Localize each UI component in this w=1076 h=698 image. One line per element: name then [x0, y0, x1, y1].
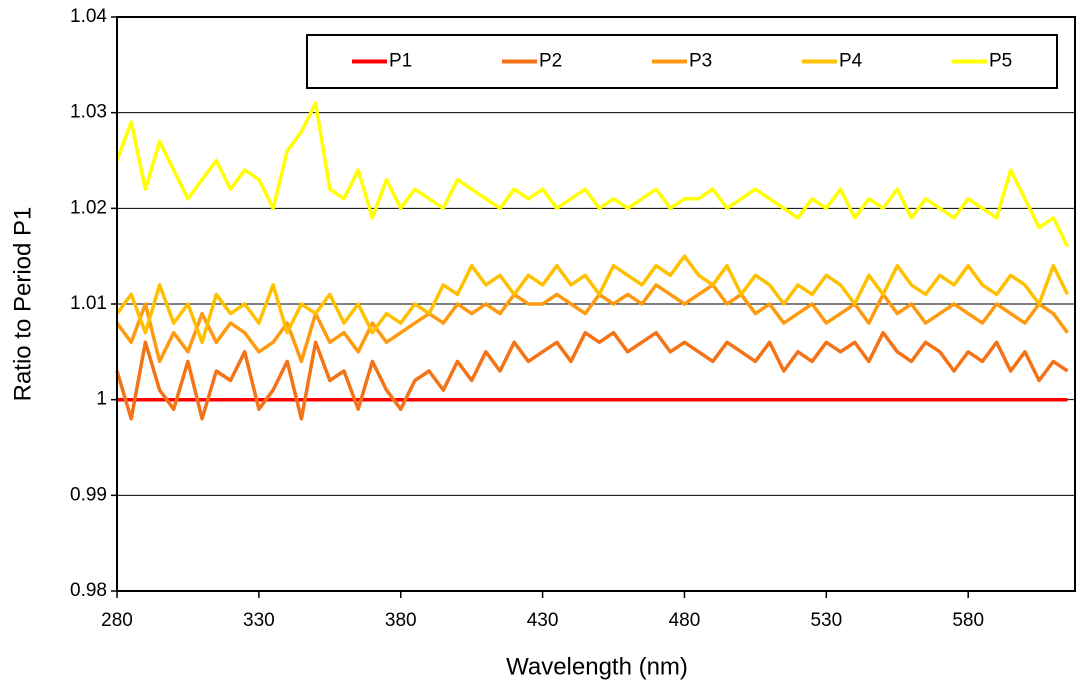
- y-tick-label: 0.98: [70, 580, 107, 601]
- x-tick-label: 280: [101, 610, 133, 631]
- y-tick-label: 1.03: [70, 102, 107, 123]
- legend-label: P5: [989, 51, 1012, 72]
- legend-label: P3: [689, 51, 712, 72]
- legend-label: P1: [389, 51, 412, 72]
- series-line: [115, 330, 1069, 421]
- legend-label: P4: [839, 51, 863, 72]
- x-tick-label: 380: [385, 610, 417, 631]
- y-tick-label: 1.02: [70, 197, 107, 218]
- x-tick-label: 530: [810, 610, 842, 631]
- plot-border: [116, 16, 1076, 592]
- series-line: [115, 101, 1070, 248]
- y-axis-label: Ratio to Period P1: [9, 207, 36, 402]
- y-tick-label: 1.01: [70, 293, 107, 314]
- x-axis-label: Wavelength (nm): [506, 653, 688, 680]
- y-tick-label: 1.04: [70, 6, 107, 27]
- series-line: [115, 283, 1069, 364]
- series-line: [115, 254, 1070, 345]
- x-tick-label: 580: [952, 610, 984, 631]
- x-tick-label: 430: [527, 610, 559, 631]
- x-tick-label: 330: [243, 610, 275, 631]
- y-tick-label: 1: [96, 389, 107, 410]
- x-tick-label: 480: [669, 610, 701, 631]
- y-tick-label: 0.99: [70, 484, 107, 505]
- legend-label: P2: [539, 51, 562, 72]
